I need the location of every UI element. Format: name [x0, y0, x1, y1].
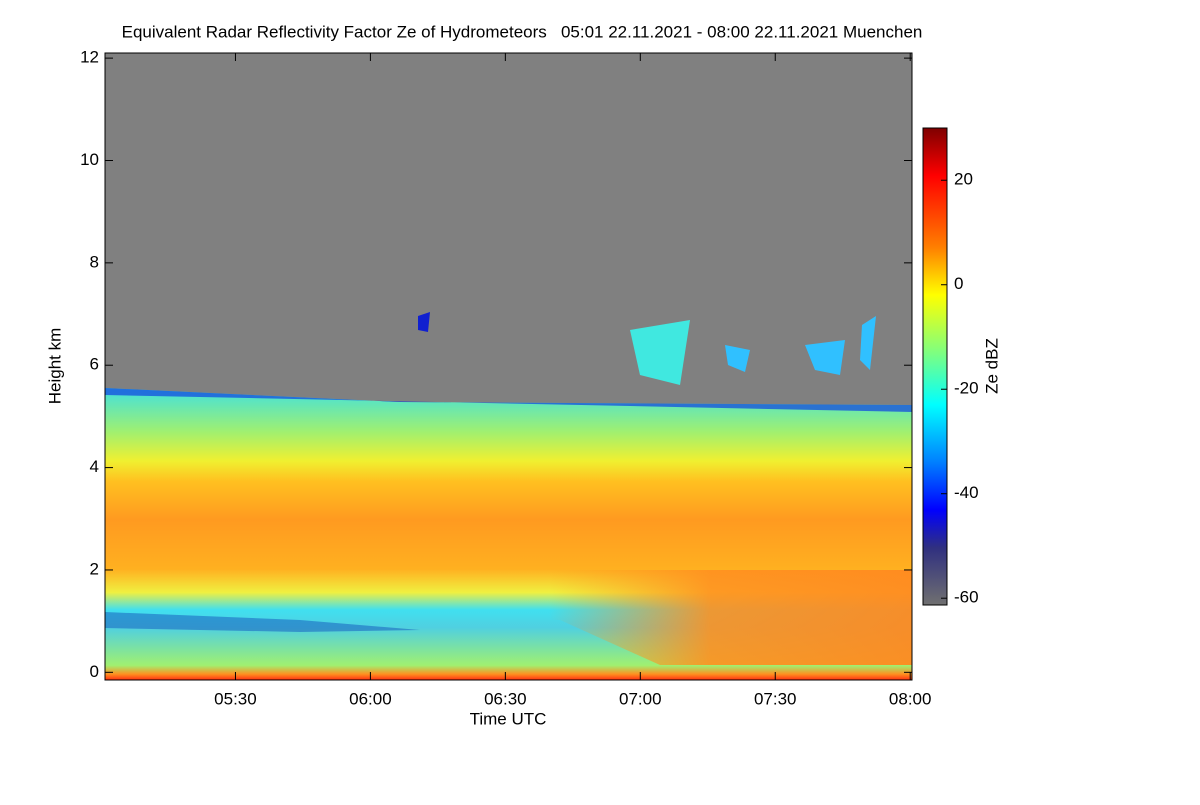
- y-tick-label: 12: [80, 48, 99, 67]
- colorbar-tick-label: -40: [954, 483, 979, 502]
- colorbar-tick-label: -60: [954, 588, 979, 607]
- y-tick-label: 8: [90, 252, 99, 271]
- colorbar-tick-label: 20: [954, 170, 973, 189]
- colorbar: [922, 127, 948, 606]
- y-axis-label: Height km: [45, 328, 64, 405]
- y-tick-label: 6: [90, 355, 99, 374]
- y-tick-label: 10: [80, 150, 99, 169]
- colorbar-tick-label: -20: [954, 379, 979, 398]
- y-tick-label: 2: [90, 559, 99, 578]
- plot-frame: [104, 52, 913, 681]
- y-tick-label: 0: [90, 662, 99, 681]
- x-tick-label: 07:30: [754, 689, 797, 708]
- x-tick-label: 06:00: [349, 689, 392, 708]
- radar-field: [105, 53, 912, 680]
- colorbar-label: Ze dBZ: [982, 338, 1001, 394]
- x-tick-label: 07:00: [619, 689, 662, 708]
- x-tick-label: 06:30: [484, 689, 527, 708]
- x-tick-label: 08:00: [889, 689, 932, 708]
- chart-title: Equivalent Radar Reflectivity Factor Ze …: [122, 22, 923, 41]
- x-axis-label: Time UTC: [470, 709, 547, 728]
- x-tick-label: 05:30: [214, 689, 257, 708]
- y-tick-label: 4: [90, 457, 99, 476]
- colorbar-tick-label: 0: [954, 274, 963, 293]
